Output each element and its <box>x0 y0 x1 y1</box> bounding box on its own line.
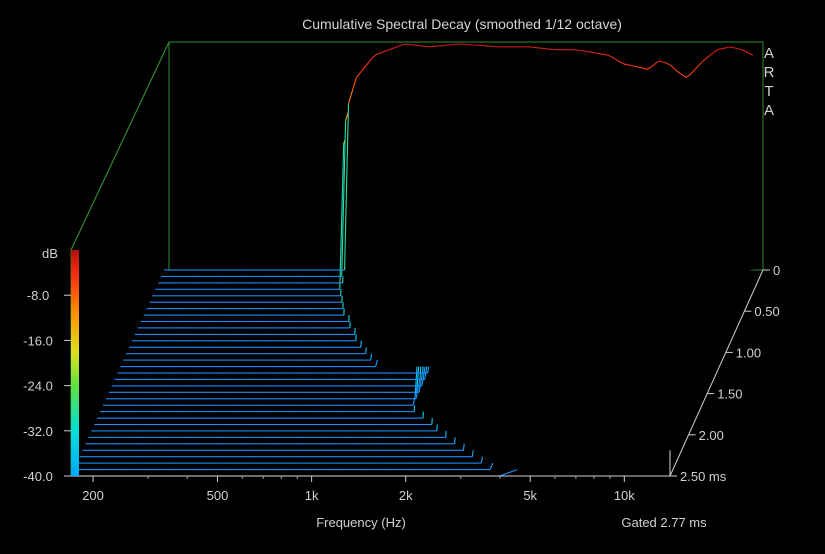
slice-segment <box>576 50 580 51</box>
slice-segment <box>600 54 604 55</box>
slice-segment <box>545 49 549 50</box>
slice-segment <box>537 48 541 49</box>
slice-segment <box>604 54 608 55</box>
slice-segment <box>580 51 584 52</box>
slice-mask <box>164 44 753 270</box>
slice-segment <box>592 52 596 53</box>
slice-segment <box>529 47 533 48</box>
slice-segment <box>596 53 600 54</box>
slice-segment <box>415 45 419 46</box>
decay-slice <box>164 44 753 270</box>
decay-slices <box>71 44 753 476</box>
slice-segment <box>423 46 427 47</box>
slice-segment <box>584 51 588 52</box>
slice-segment <box>407 44 411 45</box>
slice-segment <box>588 52 592 53</box>
slice-segment <box>627 65 631 66</box>
left-depth-edge <box>71 42 169 250</box>
